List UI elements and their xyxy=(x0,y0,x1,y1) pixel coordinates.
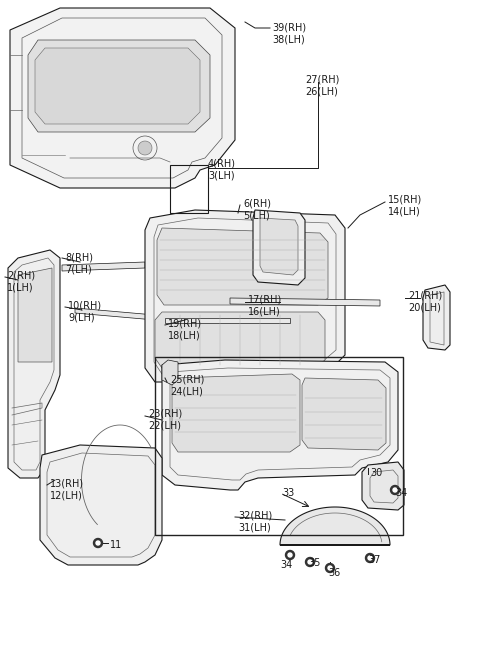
Text: 34: 34 xyxy=(280,560,292,570)
Text: 35: 35 xyxy=(308,558,320,568)
Circle shape xyxy=(368,556,372,560)
Polygon shape xyxy=(172,374,300,452)
Text: 39(RH)
38(LH): 39(RH) 38(LH) xyxy=(272,22,306,44)
Polygon shape xyxy=(157,228,328,305)
Text: 4(RH)
3(LH): 4(RH) 3(LH) xyxy=(208,158,236,180)
Text: 13(RH)
12(LH): 13(RH) 12(LH) xyxy=(50,478,84,500)
Circle shape xyxy=(138,141,152,155)
Text: 23(RH)
22(LH): 23(RH) 22(LH) xyxy=(148,408,182,430)
Polygon shape xyxy=(423,285,450,350)
Text: 6(RH)
5(LH): 6(RH) 5(LH) xyxy=(243,198,271,220)
Polygon shape xyxy=(62,262,145,271)
Text: 19(RH)
18(LH): 19(RH) 18(LH) xyxy=(168,318,202,340)
Circle shape xyxy=(286,550,295,560)
Polygon shape xyxy=(302,378,386,450)
Text: 30: 30 xyxy=(370,468,382,478)
Circle shape xyxy=(391,485,399,495)
Circle shape xyxy=(94,539,103,548)
Text: 11: 11 xyxy=(110,540,122,550)
Polygon shape xyxy=(75,308,155,320)
Polygon shape xyxy=(8,250,60,478)
Polygon shape xyxy=(28,40,210,132)
Text: 37: 37 xyxy=(368,555,380,565)
Polygon shape xyxy=(18,268,52,362)
Text: 36: 36 xyxy=(328,568,340,578)
Polygon shape xyxy=(260,218,298,275)
Text: 33: 33 xyxy=(282,488,294,498)
Circle shape xyxy=(393,488,397,492)
Polygon shape xyxy=(35,48,200,124)
Text: 34: 34 xyxy=(395,488,407,498)
Text: 17(RH)
16(LH): 17(RH) 16(LH) xyxy=(248,295,282,317)
Polygon shape xyxy=(280,507,390,545)
Polygon shape xyxy=(165,318,290,323)
Circle shape xyxy=(308,560,312,564)
Text: 8(RH)
7(LH): 8(RH) 7(LH) xyxy=(65,252,93,274)
Polygon shape xyxy=(40,445,162,565)
Text: 15(RH)
14(LH): 15(RH) 14(LH) xyxy=(388,195,422,217)
Circle shape xyxy=(305,558,314,567)
Circle shape xyxy=(365,554,374,562)
Polygon shape xyxy=(230,298,380,306)
Text: 27(RH)
26(LH): 27(RH) 26(LH) xyxy=(305,75,339,97)
Circle shape xyxy=(325,564,335,573)
Circle shape xyxy=(96,541,100,545)
Text: 10(RH)
9(LH): 10(RH) 9(LH) xyxy=(68,300,102,322)
Text: 2(RH)
1(LH): 2(RH) 1(LH) xyxy=(7,270,35,292)
Polygon shape xyxy=(162,360,398,490)
Text: 32(RH)
31(LH): 32(RH) 31(LH) xyxy=(238,510,272,532)
Circle shape xyxy=(328,566,332,570)
Polygon shape xyxy=(155,312,325,368)
Text: 21(RH)
20(LH): 21(RH) 20(LH) xyxy=(408,290,442,312)
Polygon shape xyxy=(10,8,235,188)
Text: 25(RH)
24(LH): 25(RH) 24(LH) xyxy=(170,374,204,396)
Polygon shape xyxy=(362,462,404,510)
Circle shape xyxy=(288,553,292,557)
Polygon shape xyxy=(162,360,178,385)
Polygon shape xyxy=(253,210,305,285)
Polygon shape xyxy=(145,210,345,382)
